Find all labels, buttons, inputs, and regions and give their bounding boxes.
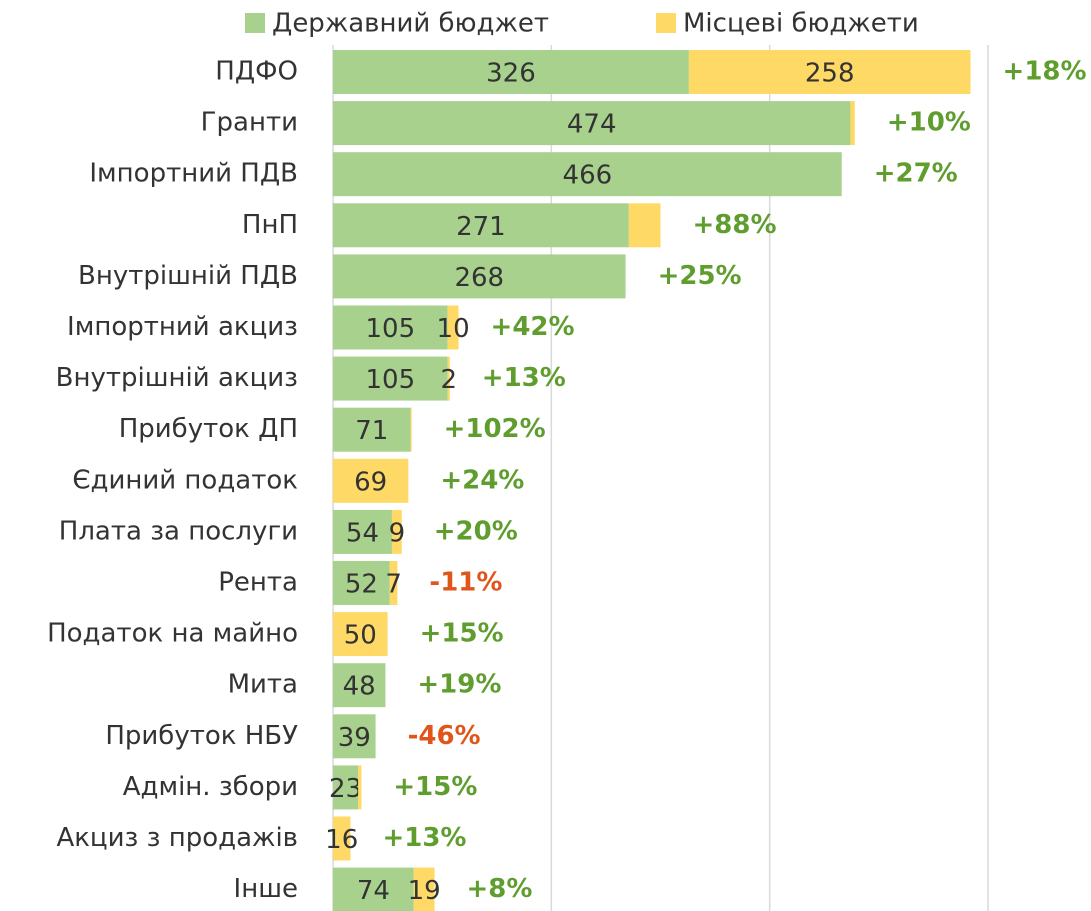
bar-segment [333,765,359,810]
bar-segment [410,407,412,452]
category-label: Адмін. збори [123,772,298,802]
legend-label: Державний бюджет [272,9,549,39]
change-label: +8% [467,874,533,904]
category-label: Прибуток НБУ [105,721,298,751]
category-label: ПДФО [215,57,298,87]
bar-segment [447,356,450,401]
data-label: 105 [365,314,415,344]
data-label: 9 [389,518,406,548]
data-label: 52 [345,570,378,600]
category-label: Інше [234,874,298,904]
legend-swatch [656,13,676,33]
data-label: 10 [437,314,470,344]
category-label: Єдиний податок [72,465,298,495]
category-label: Акциз з продажів [56,823,298,853]
bar-segment [333,867,414,911]
bar-segment [333,305,448,350]
bar-segment [333,356,448,401]
data-label: 2 [440,365,457,395]
change-label: +20% [434,516,518,546]
category-label: ПнП [242,210,298,240]
bar-segment [391,509,402,554]
bar-segment [358,765,362,810]
change-label: -46% [408,721,481,751]
category-label: Гранти [201,108,298,138]
legend-swatch [245,13,265,33]
category-label: Податок на майно [47,619,298,649]
data-label: 271 [456,212,506,242]
data-label: 105 [365,365,415,395]
data-label: 19 [408,876,441,906]
bar-segment [333,561,390,605]
bar-segment [333,50,689,94]
data-label: 71 [355,416,388,446]
bar-segment [333,612,388,657]
bar-segment [850,101,855,146]
data-label: 39 [338,723,371,753]
change-label: -11% [429,568,502,598]
bar-segment [389,561,398,605]
data-label: 16 [325,825,358,855]
data-label: 7 [385,570,402,600]
category-label: Імпортний ПДВ [89,159,298,189]
data-label: 54 [346,518,379,548]
change-label: +19% [417,670,501,700]
data-label: 258 [805,59,855,89]
category-label: Рента [218,568,298,598]
bar-segment [333,407,411,452]
change-label: +25% [658,261,742,291]
bar-segment [628,203,661,248]
change-label: +15% [420,619,504,649]
data-label: 50 [344,621,377,651]
data-label: 74 [357,876,390,906]
bar-segment [333,458,409,503]
change-label: +42% [491,312,575,342]
change-label: +24% [440,465,524,495]
bar-segment [333,203,629,248]
category-label: Внутрішній ПДВ [78,261,298,291]
change-label: +88% [693,210,777,240]
bar-segment [333,509,392,554]
change-label: +10% [887,108,971,138]
category-label: Прибуток ДП [119,414,298,444]
category-label: Плата за послуги [59,516,298,546]
bar-segment [333,152,842,197]
data-label: 326 [486,59,536,89]
bar-segment [413,867,435,911]
data-label: 48 [343,672,376,702]
data-label: 23 [329,774,362,804]
category-label: Імпортний акциз [67,312,298,342]
data-label: 466 [563,161,613,191]
legend-label: Місцеві бюджети [683,9,919,39]
change-label: +13% [482,363,566,393]
change-label: +13% [382,823,466,853]
bar-segment [333,714,376,759]
change-label: +15% [393,772,477,802]
bar-segment [333,254,626,299]
data-label: 268 [454,263,504,293]
bar-segment [333,101,851,146]
category-label: Внутрішній акциз [56,363,298,393]
data-label: 69 [354,467,387,497]
data-label: 474 [567,110,617,140]
category-label: Мита [228,670,298,700]
change-label: +27% [874,159,958,189]
bar-segment [333,816,351,861]
bar-segment [688,50,971,94]
change-label: +102% [444,414,546,444]
bar-segment [333,663,386,708]
change-label: +18% [1003,57,1087,87]
bar-segment [447,305,459,350]
